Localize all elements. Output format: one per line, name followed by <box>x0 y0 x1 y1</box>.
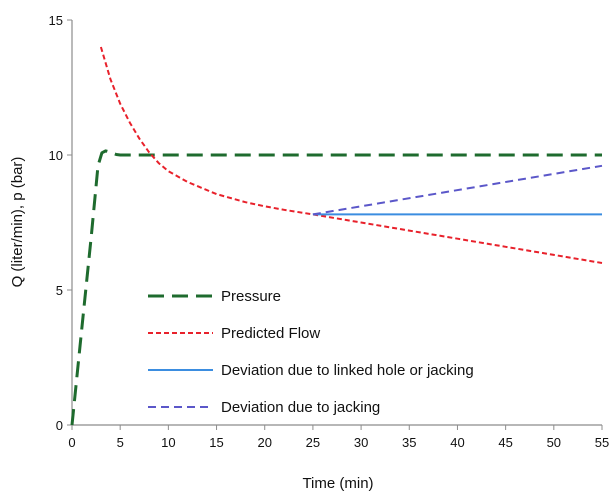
x-tick-label: 20 <box>257 435 271 450</box>
axes <box>71 20 602 426</box>
y-tick-label: 10 <box>49 148 63 163</box>
legend-label-2: Predicted Flow <box>221 325 320 342</box>
legend: Pressure Predicted Flow Deviation due to l… <box>148 288 474 416</box>
y-tick-label: 5 <box>56 283 63 298</box>
y-tick-label: 0 <box>56 418 63 433</box>
series-line-4 <box>312 164 603 216</box>
x-tick-label: 0 <box>68 435 75 450</box>
x-tick-label: 30 <box>354 435 368 450</box>
x-tick-label: 15 <box>209 435 223 450</box>
x-axis-title: Time (min) <box>302 475 373 492</box>
x-tick-label: 10 <box>161 435 175 450</box>
x-tick-label: 40 <box>450 435 464 450</box>
series-layer <box>70 46 603 426</box>
x-tick-label: 55 <box>595 435 609 450</box>
legend-label-4: Deviation due to jacking <box>221 399 380 416</box>
x-tick-label: 25 <box>306 435 320 450</box>
series-line-2 <box>99 46 603 264</box>
legend-label-3: Deviation due to linked hole or jacking <box>221 362 474 379</box>
x-tick-label: 35 <box>402 435 416 450</box>
y-axis-title: Q (liter/min), p (bar) <box>9 157 26 288</box>
legend-label-1: Pressure <box>221 288 281 305</box>
x-tick-label: 50 <box>547 435 561 450</box>
x-tick-label: 5 <box>117 435 124 450</box>
y-tick-label: 15 <box>49 13 63 28</box>
axis-ticks: 0 5 10 15 20 25 30 35 40 45 50 55 0 5 10 15 <box>49 13 610 450</box>
x-tick-label: 45 <box>498 435 512 450</box>
series-line-1 <box>70 149 602 426</box>
